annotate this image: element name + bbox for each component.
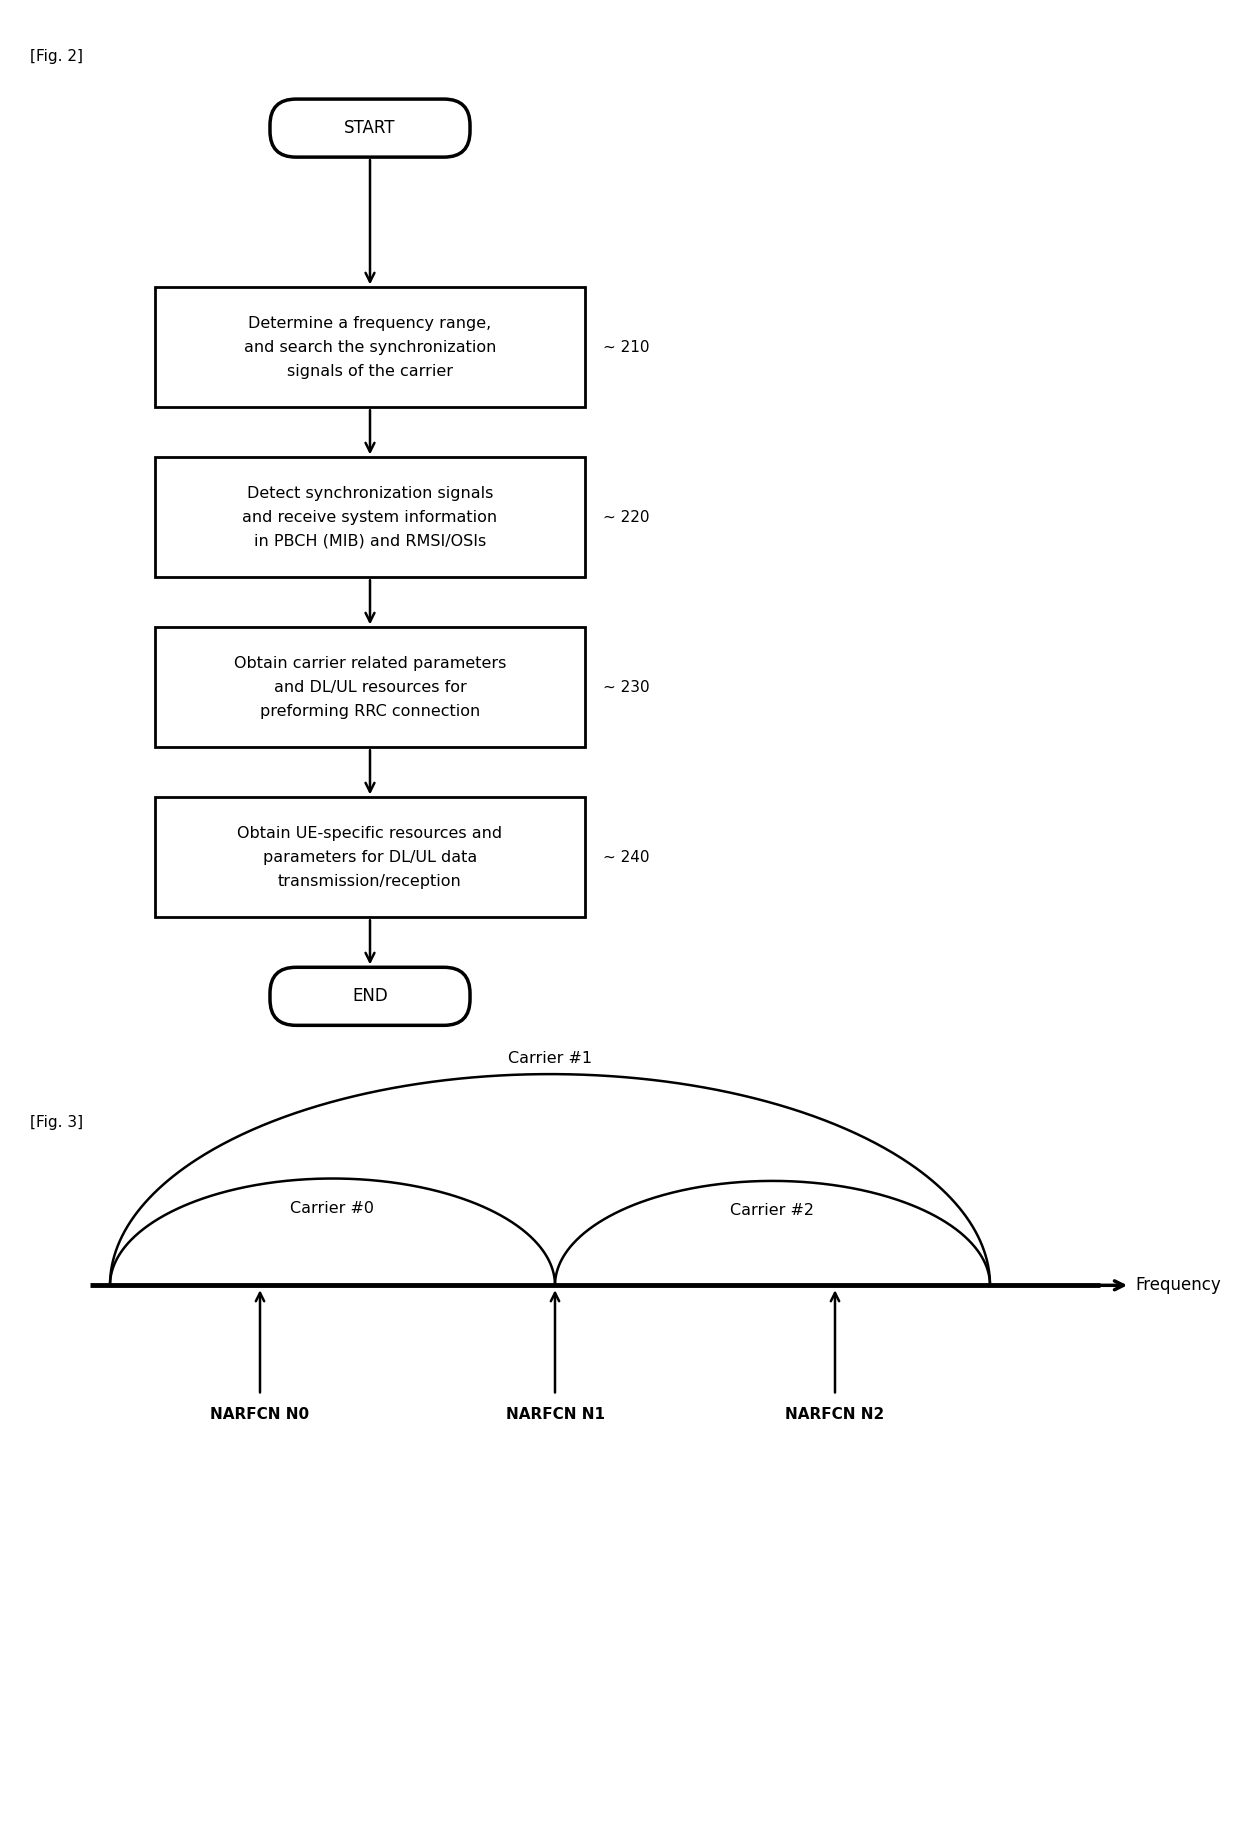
Text: Obtain carrier related parameters: Obtain carrier related parameters [234, 655, 506, 672]
Bar [155, 458, 585, 576]
Text: signals of the carrier: signals of the carrier [286, 364, 453, 379]
Text: and search the synchronization: and search the synchronization [244, 340, 496, 355]
Text: ~ 220: ~ 220 [603, 511, 650, 525]
Text: Detect synchronization signals: Detect synchronization signals [247, 485, 494, 501]
Text: transmission/reception: transmission/reception [278, 873, 461, 889]
Text: [Fig. 2]: [Fig. 2] [30, 49, 83, 64]
Bar [155, 628, 585, 747]
Text: in PBCH (MIB) and RMSI/OSIs: in PBCH (MIB) and RMSI/OSIs [254, 534, 486, 549]
Text: Obtain UE-specific resources and: Obtain UE-specific resources and [237, 825, 502, 840]
Text: and DL/UL resources for: and DL/UL resources for [274, 679, 466, 695]
Text: Carrier #0: Carrier #0 [290, 1200, 374, 1215]
Text: Frequency: Frequency [1135, 1276, 1220, 1294]
Text: preforming RRC connection: preforming RRC connection [260, 705, 480, 719]
Bar [155, 287, 585, 408]
Text: END: END [352, 988, 388, 1005]
Text: START: START [345, 119, 396, 137]
Text: NARFCN N1: NARFCN N1 [506, 1407, 605, 1422]
Text: Determine a frequency range,: Determine a frequency range, [248, 317, 491, 331]
Text: ~ 210: ~ 210 [603, 340, 650, 355]
FancyBboxPatch shape [270, 99, 470, 157]
Text: [Fig. 3]: [Fig. 3] [30, 1114, 83, 1131]
Text: NARFCN N0: NARFCN N0 [211, 1407, 310, 1422]
Text: ~ 240: ~ 240 [603, 849, 650, 866]
Text: ~ 230: ~ 230 [603, 679, 650, 695]
Text: parameters for DL/UL data: parameters for DL/UL data [263, 849, 477, 866]
Text: Carrier #1: Carrier #1 [508, 1050, 591, 1067]
Text: and receive system information: and receive system information [243, 511, 497, 525]
FancyBboxPatch shape [270, 968, 470, 1025]
Text: Carrier #2: Carrier #2 [730, 1202, 815, 1217]
Bar [155, 798, 585, 917]
Text: NARFCN N2: NARFCN N2 [785, 1407, 884, 1422]
